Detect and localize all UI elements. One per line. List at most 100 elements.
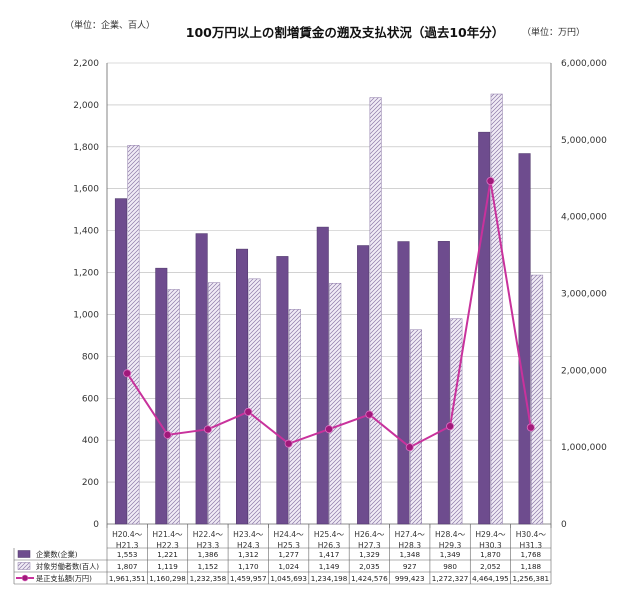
bar-workers — [450, 318, 463, 525]
legend-swatch-companies — [17, 550, 31, 558]
bar-workers — [369, 97, 382, 525]
bar-workers — [490, 93, 503, 525]
category-label: H26.4～ — [354, 530, 385, 539]
table-cell: 1,553 — [117, 550, 138, 559]
chart-title: 100万円以上の割増賃金の遡及支払状況（過去10年分） — [186, 25, 505, 40]
left-tick-label: 600 — [82, 394, 99, 404]
payment-point — [324, 425, 333, 434]
bar-companies — [357, 245, 370, 525]
category-label: H25.4～ — [314, 530, 345, 539]
category-label: H22.3 — [156, 541, 179, 550]
payment-point — [526, 423, 535, 432]
payment-line-path — [126, 180, 532, 449]
bar-companies — [518, 153, 531, 525]
payment-point — [123, 369, 132, 378]
table-cell: 1,768 — [521, 550, 542, 559]
bar-workers — [531, 274, 544, 525]
category-label: H24.4～ — [274, 530, 305, 539]
table-cell: 1,221 — [157, 550, 178, 559]
category-label: H28.3 — [398, 541, 421, 550]
table-cell: 1,417 — [319, 550, 340, 559]
right-axis-unit-note: （単位：万円） — [522, 26, 585, 38]
category-label: H27.4～ — [395, 530, 426, 539]
legend-label: 対象労働者数(百人) — [36, 562, 99, 571]
payment-point — [203, 425, 212, 434]
gridlines — [107, 62, 551, 483]
bar-workers — [288, 309, 301, 525]
category-label: H23.3 — [197, 541, 220, 550]
category-label: H24.3 — [237, 541, 260, 550]
table-cell: 1,424,576 — [351, 574, 388, 583]
bar-companies — [316, 226, 329, 525]
left-axis-tick-labels: 0 200 400 600 800 1,000 1,200 1,400 1,600 1,800 2,… — [73, 59, 99, 530]
category-label: H27.3 — [358, 541, 381, 550]
right-tick-label: 5,000,000 — [561, 136, 607, 146]
category-label: H20.4～ — [112, 530, 143, 539]
table-cell: 2,052 — [480, 562, 501, 571]
bar-companies — [195, 233, 208, 525]
table-cell: 1,188 — [521, 562, 542, 571]
payment-point — [486, 177, 495, 186]
category-label: H29.4～ — [475, 530, 506, 539]
payment-point — [405, 443, 414, 452]
table-cell: 1,234,198 — [311, 574, 348, 583]
table-cell: 1,272,327 — [432, 574, 469, 583]
right-tick-label: 6,000,000 — [561, 59, 607, 69]
left-tick-label: 1,600 — [73, 185, 99, 195]
right-tick-label: 0 — [561, 520, 567, 530]
payment-point — [365, 410, 374, 419]
category-label: H26.3 — [318, 541, 341, 550]
table-cell: 1,459,957 — [230, 574, 267, 583]
right-axis-tick-labels: 0 1,000,000 2,000,000 3,000,000 4,000,000 5,0… — [561, 59, 607, 530]
payment-point — [446, 422, 455, 431]
bar-companies — [397, 241, 410, 525]
table-cell: 1,277 — [278, 550, 299, 559]
table-cell: 2,035 — [359, 562, 380, 571]
bar-workers — [167, 289, 180, 525]
table-cell: 1,170 — [238, 562, 259, 571]
bar-companies — [478, 131, 491, 525]
table-cell: 4,464,195 — [472, 574, 509, 583]
payment-point — [244, 407, 253, 416]
table-cell: 1,961,351 — [109, 574, 146, 583]
table-cell: 1,348 — [399, 550, 420, 559]
left-axis-unit-note: （単位：企業、百人） — [65, 19, 155, 31]
right-tick-label: 1,000,000 — [561, 443, 607, 453]
bar-workers — [409, 329, 422, 525]
bars — [114, 93, 544, 525]
left-tick-label: 1,000 — [73, 310, 99, 320]
table-cell: 980 — [443, 562, 457, 571]
legend-label: 企業数(企業) — [36, 550, 78, 559]
category-label: H21.4～ — [152, 530, 183, 539]
category-label: H29.3 — [439, 541, 462, 550]
table-cell: 1,329 — [359, 550, 380, 559]
legend-label: 是正支払額(万円) — [36, 574, 92, 583]
left-tick-label: 1,400 — [73, 227, 99, 237]
bar-companies — [236, 248, 249, 525]
payment-point — [163, 430, 172, 439]
left-tick-label: 2,000 — [73, 101, 99, 111]
category-label: H25.3 — [277, 541, 300, 550]
right-tick-label: 4,000,000 — [561, 213, 607, 223]
bar-workers — [208, 282, 221, 525]
table-cell: 1,119 — [157, 562, 178, 571]
bar-companies — [155, 267, 168, 525]
left-tick-label: 400 — [82, 436, 99, 446]
table-cell: 1,807 — [117, 562, 138, 571]
category-label: H31.3 — [520, 541, 543, 550]
right-tick-label: 2,000,000 — [561, 366, 607, 376]
table-cell: 1,312 — [238, 550, 259, 559]
left-tick-label: 2,200 — [73, 59, 99, 69]
bar-companies — [276, 256, 289, 525]
category-label: H30.4～ — [516, 530, 547, 539]
left-tick-label: 200 — [82, 478, 99, 488]
table-cell: 1,160,298 — [149, 574, 186, 583]
data-table: H20.4～ H21.3 H21.4～ H22.3 H22.4～ H23.3 H23.4～ H… — [13, 524, 552, 585]
payment-point — [284, 439, 293, 448]
category-label: H30.3 — [479, 541, 502, 550]
table-cell: 1,024 — [278, 562, 299, 571]
category-label: H22.4～ — [193, 530, 224, 539]
bar-companies — [437, 241, 450, 525]
legend-swatch-workers — [17, 562, 31, 570]
right-tick-label: 3,000,000 — [561, 290, 607, 300]
